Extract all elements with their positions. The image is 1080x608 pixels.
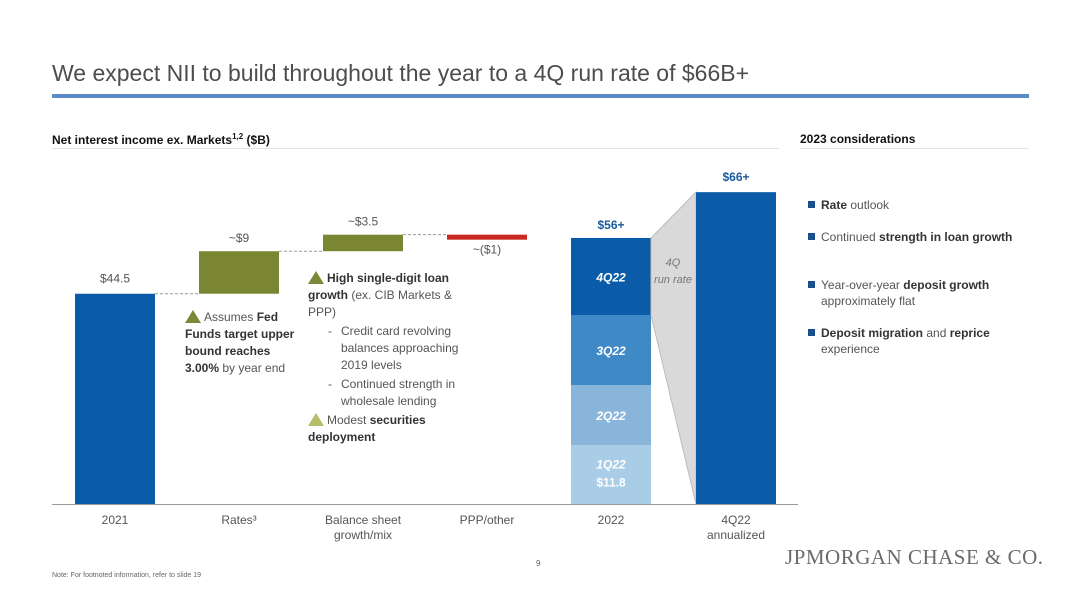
- category-label: growth/mix: [334, 528, 392, 542]
- chart-header-sup: 1,2: [232, 132, 244, 141]
- category-label: Balance sheet: [325, 513, 402, 527]
- segment-label: 1Q22: [596, 458, 626, 472]
- data-label: ~$9: [229, 231, 250, 245]
- segment-label: 4Q22: [595, 271, 626, 285]
- company-logo: JPMORGAN CHASE & CO.: [785, 545, 1044, 569]
- data-label: ~($1): [473, 243, 501, 257]
- consideration-item-loan-growth: Continued strength in loan growth: [808, 229, 1023, 245]
- triangle-up-icon: [185, 310, 201, 323]
- consideration-item-rate-outlook: Rate outlook: [808, 197, 1023, 213]
- segment-2q22: [571, 385, 651, 445]
- triangle-up-icon: [308, 413, 324, 426]
- title-rule: [52, 94, 1029, 98]
- bar-2021: [75, 293, 155, 504]
- loan-growth-note: High single-digit loan growth (ex. CIB M…: [308, 271, 453, 319]
- category-label: 4Q22: [721, 513, 751, 527]
- consideration-item-deposit-growth: Year-over-year deposit growth approximat…: [808, 277, 1023, 309]
- consideration-text: Year-over-year deposit growth approximat…: [821, 278, 990, 308]
- data-label: ~$3.5: [348, 215, 379, 229]
- bar-decrease-3: [447, 234, 527, 240]
- category-label: PPP/other: [460, 513, 515, 527]
- considerations-header: 2023 considerations: [800, 132, 916, 146]
- consideration-text: Deposit migration and reprice experience: [821, 326, 990, 356]
- wholesale-subnote: Continued strength in wholesale lending: [328, 376, 480, 410]
- bullet-icon: [808, 233, 815, 240]
- consideration-text: Rate outlook: [821, 198, 890, 212]
- bar-4q22-annualized: [696, 192, 776, 504]
- bullet-icon: [808, 281, 815, 288]
- bar-increase-1: [199, 251, 279, 294]
- slide-title: We expect NII to build throughout the ye…: [52, 60, 750, 86]
- chart-header-rule: [52, 148, 779, 149]
- callout-label: 4Q: [666, 257, 681, 269]
- consideration-text: Continued strength in loan growth: [821, 230, 1013, 244]
- segment-label: 2Q22: [595, 409, 626, 423]
- chart-header: Net interest income ex. Markets1,2 ($B): [52, 132, 270, 147]
- data-label: $66+: [722, 170, 749, 184]
- segment-label: 3Q22: [596, 344, 626, 358]
- category-label: 2022: [598, 513, 625, 527]
- balance-sheet-annotation: High single-digit loan growth (ex. CIB M…: [308, 270, 480, 446]
- bar-increase-2: [323, 234, 403, 252]
- segment-1q22: [571, 445, 651, 504]
- bullet-icon: [808, 201, 815, 208]
- consideration-item-deposit-migration: Deposit migration and reprice experience: [808, 325, 1023, 357]
- category-label: Rates³: [221, 513, 256, 527]
- category-label: annualized: [707, 528, 765, 542]
- triangle-up-icon: [308, 271, 324, 284]
- segment-3q22: [571, 315, 651, 385]
- segment-4q22: [571, 238, 651, 315]
- chart-header-text: Net interest income ex. Markets: [52, 133, 233, 147]
- page-number: 9: [536, 559, 541, 568]
- run-rate-callout: [650, 190, 697, 505]
- chart-header-unit: ($B): [243, 133, 270, 147]
- footnote: Note: For footnoted information, refer t…: [52, 572, 202, 579]
- callout-label: run rate: [654, 274, 692, 286]
- total-label: $56+: [597, 218, 624, 232]
- considerations-header-rule: [800, 148, 1029, 149]
- credit-card-subnote: Credit card revolving balances approachi…: [328, 323, 480, 374]
- nii-waterfall-chart: $44.5 ~$9 ~$3.5 ~($1) 1Q22 $11.8 2Q22 3Q22 4Q22 $…: [52, 170, 798, 542]
- securities-note: Modest securities deployment: [308, 413, 426, 444]
- bullet-icon: [808, 329, 815, 336]
- rates-annotation: Assumes Fed Funds target upper bound rea…: [185, 310, 295, 375]
- category-label: 2021: [102, 513, 129, 527]
- data-label: $44.5: [100, 272, 130, 286]
- segment-value-label: $11.8: [596, 476, 626, 490]
